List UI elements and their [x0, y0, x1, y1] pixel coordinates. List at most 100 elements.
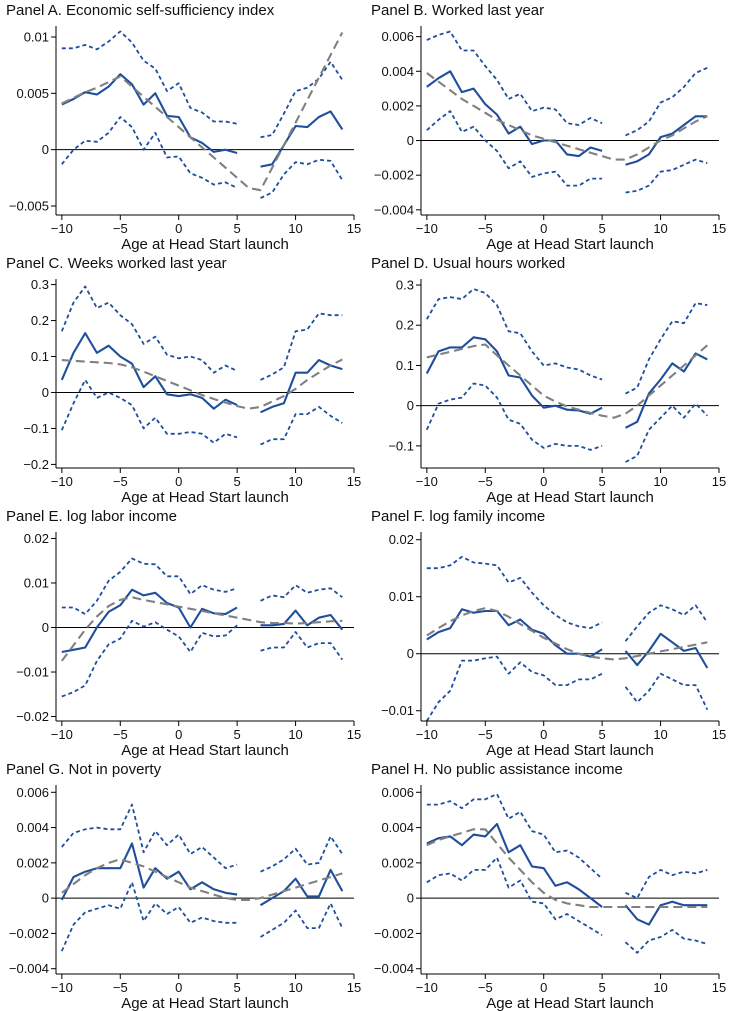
panel-h-chart: −10 −5 0 5 10 15 −0.004 −0.002 0 0.002 0.004 0.006 A… [374, 785, 726, 1011]
x-axis-label: Age at Head Start launch [121, 995, 289, 1011]
x-tick-label: 10 [288, 474, 302, 489]
y-tick-label: 0.1 [31, 349, 49, 364]
x-tick-label: 10 [288, 980, 302, 995]
x-tick-label: 10 [653, 727, 667, 742]
x-tick-label: 15 [347, 727, 361, 742]
x-tick-label: −5 [478, 221, 493, 236]
y-tick-label: −0.01 [381, 703, 414, 718]
x-axis-label: Age at Head Start launch [121, 489, 289, 505]
panel-b: Panel B. Worked last year −10 −5 0 5 10 15 −0.… [365, 0, 729, 252]
y-tick-label: 0 [407, 133, 414, 148]
series-estimate-line [60, 332, 343, 414]
series-estimate-line [61, 588, 344, 654]
x-tick-label: 0 [540, 727, 547, 742]
panel-f-title: Panel F. log family income [371, 508, 546, 525]
panel-e: Panel E. log labor income −10 −5 0 5 10 15 −0.… [0, 506, 364, 758]
x-tick-label: 10 [288, 221, 302, 236]
y-tick-label: −0.1 [388, 438, 414, 453]
panel-f: Panel F. log family income −10 −5 0 5 10 15 −0… [365, 506, 729, 758]
series-estimate-line [60, 842, 344, 907]
x-tick-label: −5 [478, 980, 493, 995]
x-tick-label: 15 [347, 221, 361, 236]
x-tick-label: −5 [478, 474, 493, 489]
y-tick-label: 0.01 [389, 589, 414, 604]
series-ci-lower-line [426, 110, 708, 194]
panel-a-title: Panel A. Economic self-sufficiency index [6, 2, 275, 19]
series-fit-line [426, 828, 708, 909]
y-tick-label: 0 [42, 142, 49, 157]
panel-d-title: Panel D. Usual hours worked [371, 255, 566, 272]
y-tick-label: 0 [42, 620, 49, 635]
y-tick-label: 0 [407, 891, 414, 906]
x-tick-label: 0 [175, 221, 182, 236]
y-tick-label: 0.3 [31, 277, 49, 292]
x-tick-label: 15 [347, 980, 361, 995]
series-ci-lower-line [425, 382, 708, 463]
x-tick-label: 0 [540, 474, 547, 489]
x-tick-label: 15 [712, 474, 726, 489]
y-tick-label: −0.004 [374, 961, 414, 976]
y-tick-label: 0.002 [381, 855, 414, 870]
x-tick-label: −10 [51, 980, 73, 995]
panel-d: Panel D. Usual hours worked −10 −5 0 5 10 15−… [365, 253, 729, 505]
panel-a: Panel A. Economic self-sufficiency index… [0, 0, 364, 252]
x-axis-label: Age at Head Start launch [486, 742, 654, 758]
x-tick-label: 15 [347, 474, 361, 489]
series-ci-upper-line [61, 557, 343, 615]
x-axis-label: Age at Head Start launch [486, 995, 654, 1011]
x-tick-label: −5 [113, 980, 128, 995]
series-fit-line [426, 607, 708, 661]
x-tick-label: 0 [540, 221, 547, 236]
series-ci-upper-line [426, 793, 708, 899]
x-tick-label: −5 [478, 727, 493, 742]
x-tick-label: 10 [653, 474, 667, 489]
y-tick-label: 0.002 [381, 98, 414, 113]
y-tick-label: 0.004 [16, 820, 49, 835]
y-tick-label: 0.3 [396, 278, 414, 293]
series-fit-line [60, 596, 343, 662]
series-ci-upper-line [426, 30, 708, 137]
x-tick-label: 5 [599, 474, 606, 489]
series-fit-line [426, 72, 708, 161]
x-tick-label: 5 [599, 727, 606, 742]
panel-f-chart: −10 −5 0 5 10 15 −0.01 0 0.01 0.02 Age at Head Sta… [381, 532, 726, 758]
y-tick-label: 0.006 [16, 785, 49, 800]
y-tick-label: 0.02 [389, 532, 414, 547]
series-ci-upper-line [61, 30, 344, 139]
series-estimate-line [426, 70, 708, 166]
y-tick-label: 0 [42, 891, 49, 906]
y-tick-label: 0.2 [31, 313, 49, 328]
y-tick-label: 0.006 [381, 785, 414, 800]
x-tick-label: −10 [416, 980, 438, 995]
series-estimate-line [61, 73, 344, 168]
x-tick-label: −5 [113, 727, 128, 742]
x-axis-label: Age at Head Start launch [486, 489, 654, 505]
panel-b-chart: −10 −5 0 5 10 15 −0.004 −0.002 0 0.002 0.004 0.006 A… [374, 26, 726, 252]
series-ci-upper-line [61, 803, 344, 873]
y-tick-label: −0.005 [9, 198, 49, 213]
y-tick-label: −0.02 [16, 709, 49, 724]
x-tick-label: 15 [712, 980, 726, 995]
series-fit-line [426, 343, 708, 419]
panel-c: Panel C. Weeks worked last year −10 −5 0 5 1… [0, 253, 364, 505]
series-fit-line [61, 358, 343, 410]
x-tick-label: 5 [234, 221, 241, 236]
y-tick-label: −0.2 [23, 457, 49, 472]
x-tick-label: 0 [175, 727, 182, 742]
series-ci-lower-line [60, 881, 344, 952]
panel-g: Panel G. Not in poverty −10 −5 0 5 10 15 −0.00… [0, 759, 364, 1011]
x-tick-label: −10 [51, 727, 73, 742]
x-tick-label: −10 [416, 727, 438, 742]
series-ci-lower-line [61, 619, 344, 698]
series-ci-upper-line [426, 288, 708, 395]
panel-h-title: Panel H. No public assistance income [371, 761, 623, 778]
panel-g-title: Panel G. Not in poverty [6, 761, 162, 778]
series-ci-lower-line [426, 655, 709, 722]
x-tick-label: 5 [234, 474, 241, 489]
x-tick-label: 0 [540, 980, 547, 995]
x-tick-label: 15 [712, 727, 726, 742]
y-tick-label: 0.006 [381, 29, 414, 44]
panel-c-title: Panel C. Weeks worked last year [6, 255, 227, 272]
y-tick-label: 0.1 [396, 358, 414, 373]
series-fit-line [61, 32, 344, 192]
